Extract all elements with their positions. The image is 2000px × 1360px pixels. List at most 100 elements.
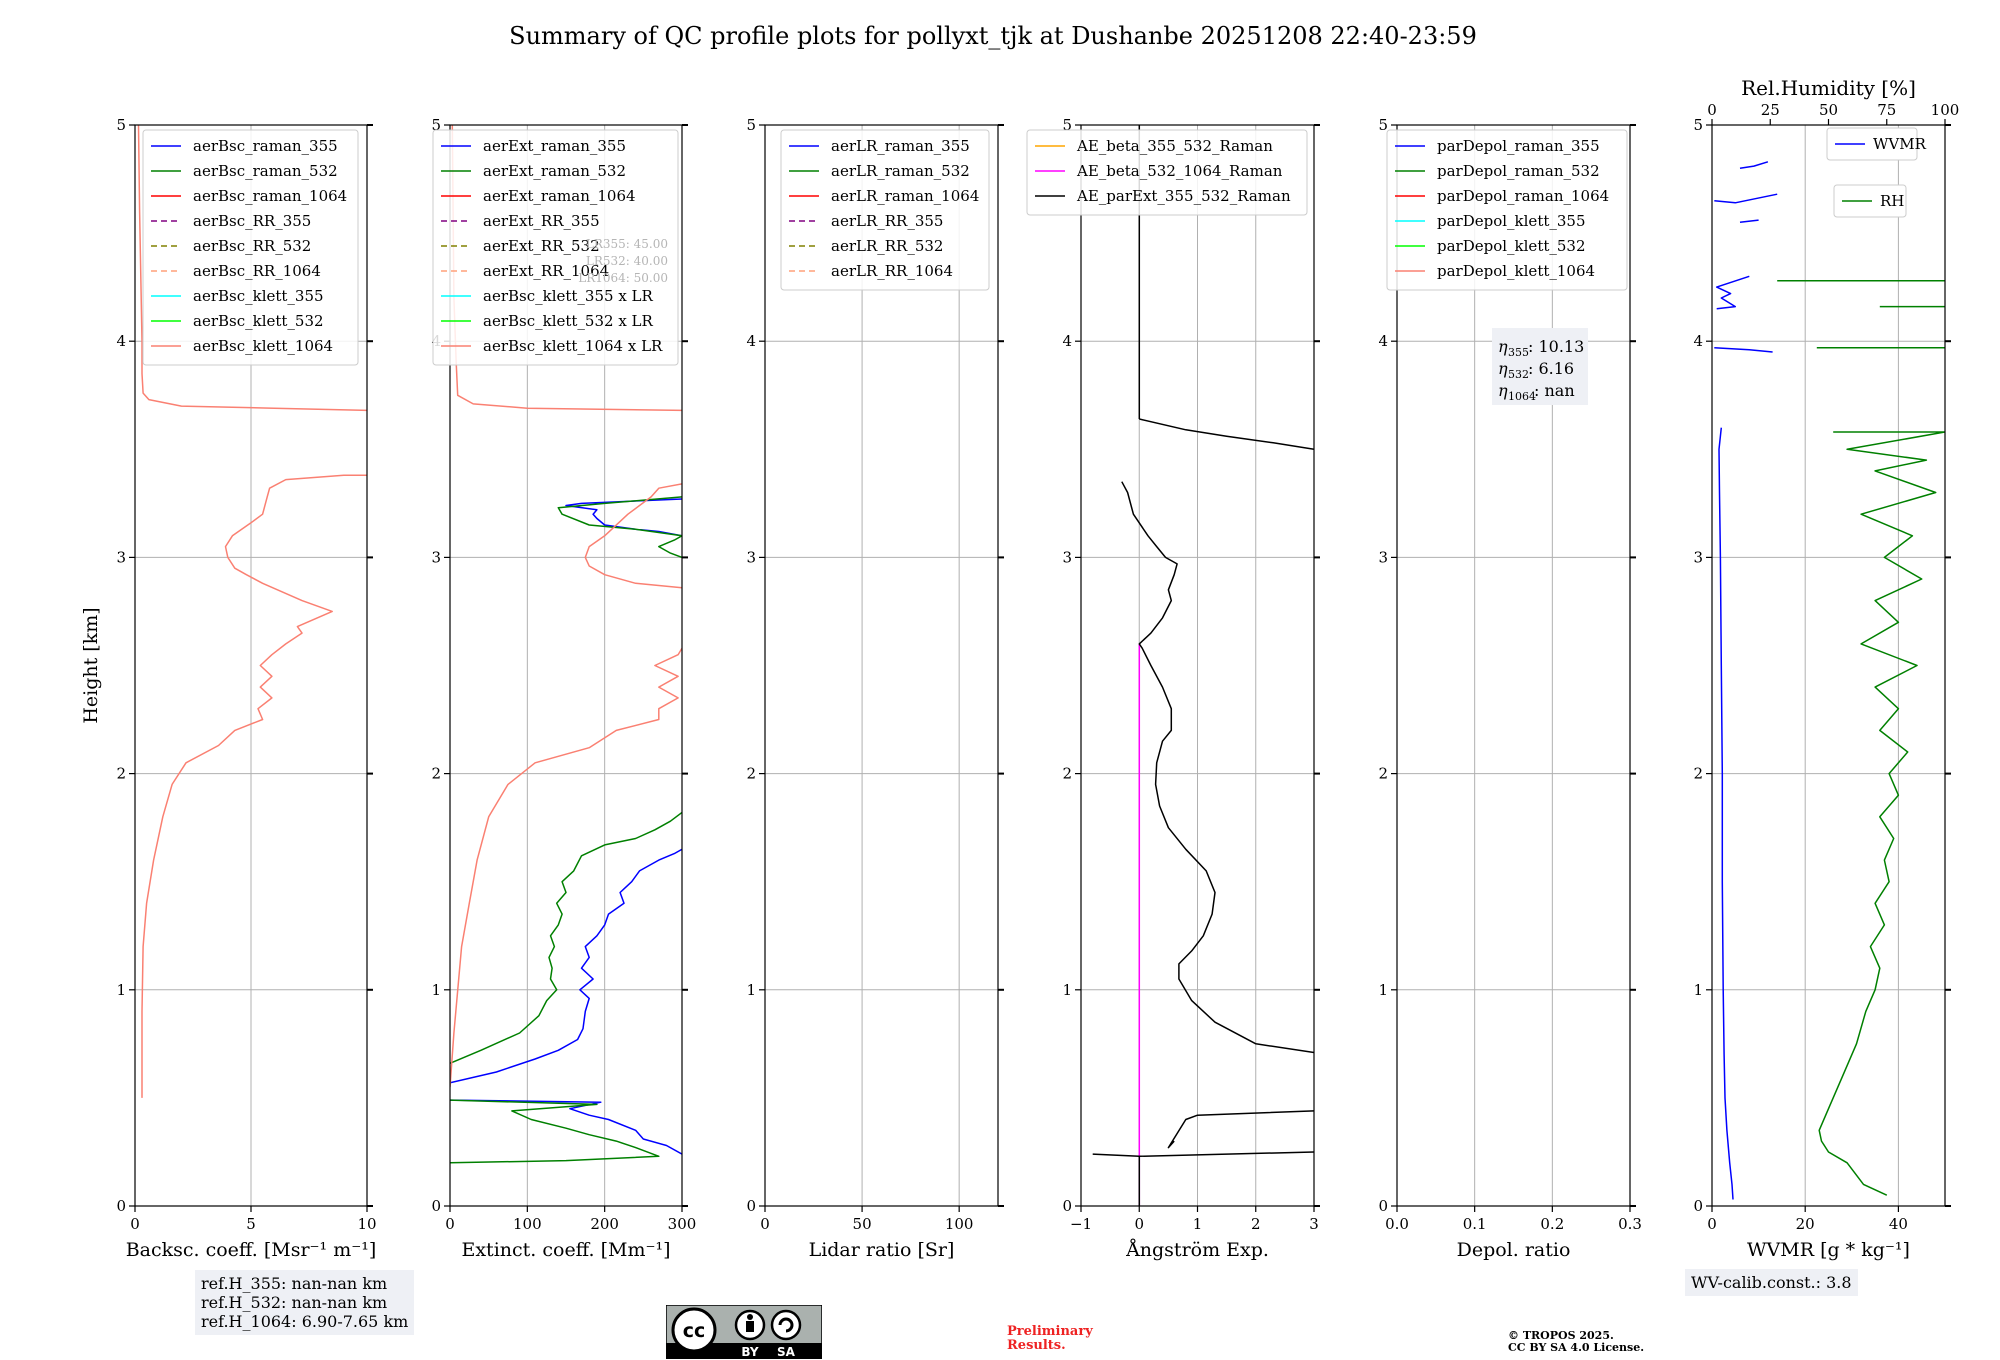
series-line-aerExt_raman_532_low: [450, 1099, 660, 1164]
y-tick-label: 1: [1062, 981, 1072, 999]
series-line-aerBsc_klett_1064_top: [137, 125, 367, 412]
legend-label: aerLR_raman_532: [831, 162, 970, 180]
legend-box: [780, 129, 990, 291]
y-tick-label: 0: [431, 1197, 441, 1215]
by-text: BY: [741, 1345, 758, 1359]
series-line-aerBsc_klett_1064: [141, 474, 367, 1098]
legend-label: parDepol_klett_532: [1437, 237, 1586, 255]
copyright-line-1: © TROPOS 2025.: [1508, 1329, 1614, 1342]
legend-label: aerLR_RR_532: [831, 237, 943, 255]
axes-frame: [449, 124, 683, 1207]
series-line-WVMR_top: [1714, 346, 1773, 353]
top-x-tick-label: 50: [1819, 101, 1838, 119]
legend-label: aerExt_raman_355: [483, 137, 626, 155]
eta-subscript: 532: [1508, 368, 1529, 381]
series-line-WVMR_top4: [1714, 193, 1778, 204]
x-axis-label: Lidar ratio [Sr]: [809, 1239, 955, 1261]
legend-label: aerBsc_klett_1064 x LR: [483, 337, 663, 355]
x-tick-label: 0: [130, 1215, 140, 1233]
legend-label: aerBsc_raman_355: [193, 137, 338, 155]
x-axis-label: Extinct. coeff. [Mm⁻¹]: [461, 1239, 670, 1261]
series-line-aerBsc_klett_1064 x LR_mid: [584, 483, 682, 589]
series-line-AE_parExt_355_532_Raman_e: [1139, 418, 1314, 451]
eta-subscript: 1064: [1508, 390, 1536, 403]
legend-label: aerBsc_raman_532: [193, 162, 338, 180]
legend-extinction: aerExt_raman_355 aerExt_raman_532 aerExt_r…: [432, 129, 679, 366]
cc-license-badge: cc BY SA: [666, 1305, 822, 1359]
legend-box: [1386, 129, 1628, 291]
y-tick-label: 2: [116, 765, 126, 783]
y-tick-label: 4: [1062, 332, 1072, 350]
x-axis-label: Backsc. coeff. [Msr⁻¹ m⁻¹]: [126, 1239, 377, 1261]
series-group: [137, 125, 367, 1098]
lr-label: LR532: 40.00: [586, 254, 668, 268]
lr-label: LR355: 45.00: [586, 237, 668, 251]
series-line-AE_parExt_355_532_Raman_c: [1121, 481, 1314, 1054]
top-x-tick-label: 100: [1931, 101, 1960, 119]
legend-label: aerBsc_klett_1064: [193, 337, 333, 355]
top-x-tick-label: 0: [1707, 101, 1717, 119]
y-tick-label: 4: [1693, 332, 1703, 350]
lr-label: LR1064: 50.00: [578, 271, 668, 285]
legend-label: aerExt_raman_532: [483, 162, 626, 180]
legend-box: [1826, 127, 1918, 161]
eta-value: : 6.16: [1528, 359, 1574, 378]
legend-label: aerBsc_RR_1064: [193, 262, 321, 280]
y-tick-label: 1: [431, 981, 441, 999]
series-line-WVMR: [1718, 427, 1734, 1200]
x-tick-label: 50: [853, 1215, 872, 1233]
y-tick-label: 3: [116, 548, 126, 566]
legend-rh: RH: [1833, 184, 1907, 218]
series-group: [450, 125, 682, 1164]
cc-text: cc: [683, 1320, 706, 1342]
legend-label: aerExt_RR_1064: [483, 262, 609, 280]
x-tick-label: 0.1: [1463, 1215, 1487, 1233]
x-tick-label: −1: [1070, 1215, 1092, 1233]
x-tick-label: 0: [1134, 1215, 1144, 1233]
legend-label: aerLR_raman_1064: [831, 187, 979, 205]
copyright-label: © TROPOS 2025. CC BY SA 4.0 License.: [1508, 1330, 1644, 1354]
y-tick-label: 3: [746, 548, 756, 566]
series-line-aerBsc_klett_1064 x LR: [450, 647, 682, 1088]
copyright-line-2: CC BY SA 4.0 License.: [1508, 1341, 1645, 1354]
legend-label: aerExt_RR_355: [483, 212, 600, 230]
eta-symbol: η: [1498, 381, 1508, 400]
y-tick-label: 2: [431, 765, 441, 783]
legend-label: aerBsc_klett_532 x LR: [483, 312, 654, 330]
legend-wvmr: WVMR: [1826, 127, 1927, 161]
preliminary-line-1: Preliminary: [1007, 1324, 1093, 1339]
y-tick-label: 5: [431, 116, 441, 134]
legend-label: AE_beta_532_1064_Raman: [1076, 162, 1283, 180]
series-group: [1092, 125, 1314, 1206]
x-tick-label: 0.3: [1618, 1215, 1642, 1233]
y-tick-label: 5: [1062, 116, 1072, 134]
y-tick-label: 0: [1693, 1197, 1703, 1215]
x-tick-label: 200: [590, 1215, 619, 1233]
x-tick-label: 3: [1309, 1215, 1319, 1233]
legend-backscatter: aerBsc_raman_355 aerBsc_raman_532 aerBsc_r…: [142, 129, 359, 366]
legend-label: aerLR_raman_355: [831, 137, 970, 155]
y-tick-label: 1: [1378, 981, 1388, 999]
legend-label: parDepol_raman_532: [1437, 162, 1600, 180]
legend-label: aerLR_RR_1064: [831, 262, 953, 280]
legend-angstrom: AE_beta_355_532_Raman AE_beta_532_1064_Ra…: [1026, 129, 1308, 216]
y-tick-label: 1: [116, 981, 126, 999]
eta-symbol: η: [1498, 359, 1508, 378]
y-tick-label: 5: [116, 116, 126, 134]
series-line-aerExt_raman_355: [450, 848, 682, 1084]
x-axis-label: Ångström Exp.: [1125, 1239, 1269, 1261]
axes-frame: [1711, 124, 1946, 1207]
x-tick-label: 10: [357, 1215, 376, 1233]
series-line-aerExt_raman_532_mid: [557, 496, 682, 559]
legend-lidar-ratio: aerLR_raman_355 aerLR_raman_532 aerLR_rama…: [780, 129, 990, 291]
series-line-AE_parExt_355_532_Raman_b: [1167, 1110, 1314, 1149]
series-line-WVMR_top2: [1715, 275, 1750, 310]
preliminary-line-2: Results.: [1007, 1338, 1066, 1353]
y-tick-label: 4: [746, 332, 756, 350]
legend-box: [1026, 129, 1308, 216]
ref-height-532: ref.H_532: nan-nan km: [201, 1293, 388, 1312]
x-axis-label: WVMR [g * kg⁻¹]: [1747, 1239, 1910, 1261]
